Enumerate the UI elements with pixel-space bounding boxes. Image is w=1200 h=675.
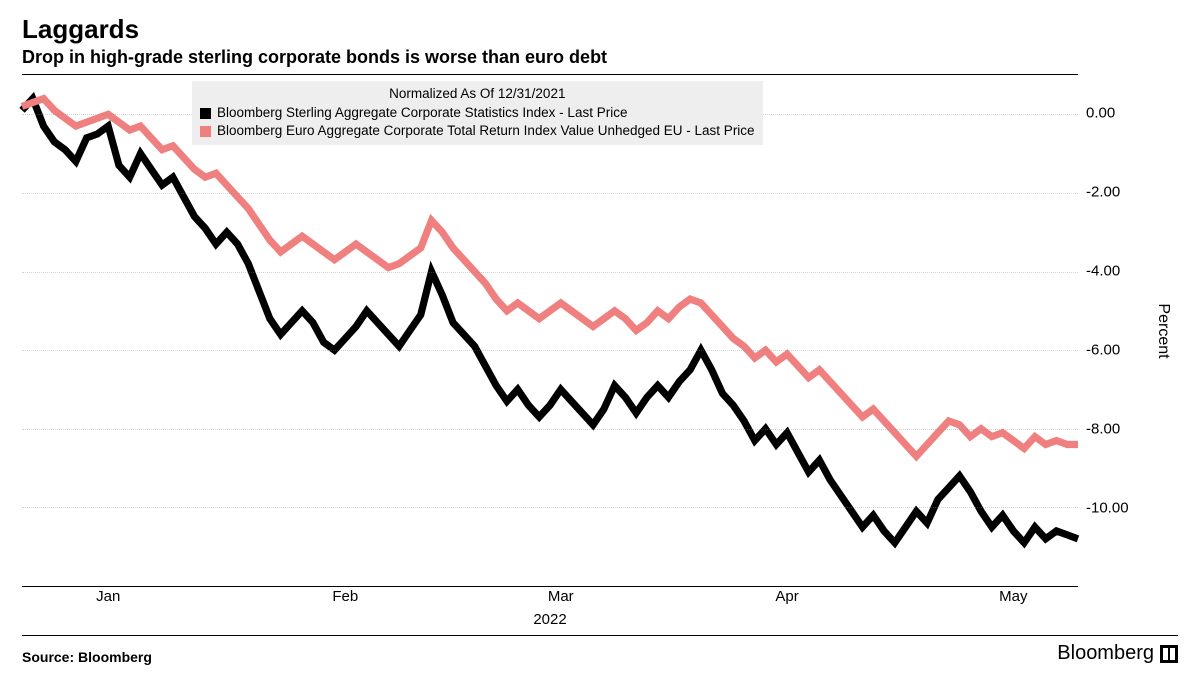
x-tick-label: May bbox=[999, 588, 1027, 605]
plot-area: Normalized As Of 12/31/2021 Bloomberg St… bbox=[22, 74, 1078, 587]
brand: Bloomberg bbox=[1057, 642, 1178, 665]
x-tick-label: Apr bbox=[775, 588, 798, 605]
line-series-svg bbox=[22, 75, 1078, 586]
legend: Normalized As Of 12/31/2021 Bloomberg St… bbox=[192, 81, 763, 145]
gridline bbox=[22, 507, 1078, 508]
y-tick-label: -2.00 bbox=[1086, 184, 1120, 201]
legend-swatch-icon bbox=[200, 126, 211, 137]
legend-title: Normalized As Of 12/31/2021 bbox=[200, 85, 755, 103]
gridline bbox=[22, 350, 1078, 351]
legend-label: Bloomberg Euro Aggregate Corporate Total… bbox=[217, 122, 755, 140]
x-tick-label: Mar bbox=[548, 588, 574, 605]
brand-text: Bloomberg bbox=[1057, 642, 1154, 665]
y-tick-label: -4.00 bbox=[1086, 263, 1120, 280]
gridline bbox=[22, 429, 1078, 430]
gridline bbox=[22, 193, 1078, 194]
x-tick-label: Jan bbox=[96, 588, 120, 605]
y-tick-label: -10.00 bbox=[1086, 500, 1129, 517]
legend-swatch-icon bbox=[200, 108, 211, 119]
y-tick-label: -8.00 bbox=[1086, 421, 1120, 438]
legend-item-euro: Bloomberg Euro Aggregate Corporate Total… bbox=[200, 122, 755, 140]
chart-title: Laggards bbox=[22, 14, 1178, 45]
y-axis-label: Percent bbox=[1148, 74, 1178, 587]
chart-subtitle: Drop in high-grade sterling corporate bo… bbox=[22, 47, 1178, 68]
y-tick-label: 0.00 bbox=[1086, 105, 1115, 122]
x-tick-label: Feb bbox=[332, 588, 358, 605]
line-series-sterling bbox=[22, 99, 1078, 543]
x-axis-year: 2022 bbox=[533, 611, 566, 628]
brand-logo-icon bbox=[1160, 645, 1178, 663]
y-tick-label: -6.00 bbox=[1086, 342, 1120, 359]
legend-item-sterling: Bloomberg Sterling Aggregate Corporate S… bbox=[200, 104, 755, 122]
source-text: Source: Bloomberg bbox=[22, 649, 152, 665]
gridline bbox=[22, 272, 1078, 273]
legend-label: Bloomberg Sterling Aggregate Corporate S… bbox=[217, 104, 627, 122]
